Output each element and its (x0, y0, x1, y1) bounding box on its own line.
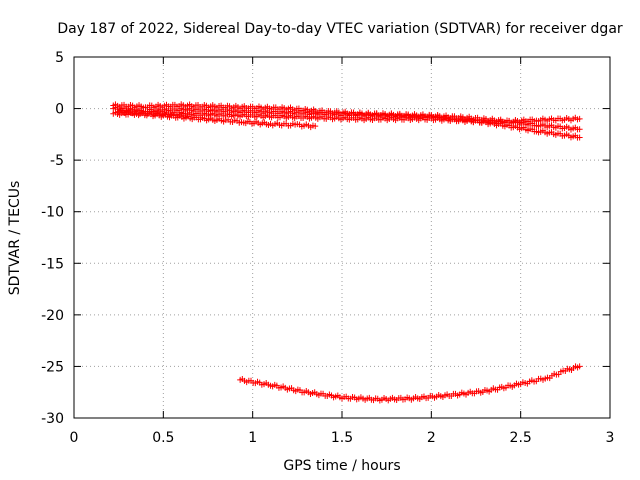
data-point (312, 123, 319, 130)
y-axis-label: SDTVAR / TECUs (7, 181, 23, 296)
y-tick-label: -30 (41, 411, 64, 427)
y-tick-label: -5 (50, 153, 64, 169)
x-tick-label: 0 (70, 430, 79, 446)
x-tick-label: 3 (606, 430, 615, 446)
data-point (576, 134, 583, 141)
x-tick-label: 2 (427, 430, 436, 446)
data-point (576, 126, 583, 133)
x-tick-label: 1 (248, 430, 257, 446)
y-tick-label: 5 (55, 50, 64, 66)
chart-title: Day 187 of 2022, Sidereal Day-to-day VTE… (57, 21, 623, 37)
x-axis-ticks: 0 0.5 1 1.5 2 2.5 3 (70, 57, 615, 446)
x-tick-label: 1.5 (331, 430, 353, 446)
series-arc-2 (110, 101, 583, 133)
data-point (576, 363, 583, 370)
y-tick-label: -25 (41, 359, 64, 375)
series-arc-4 (115, 107, 583, 127)
y-tick-label: -15 (41, 256, 64, 272)
y-tick-label: -10 (41, 205, 64, 221)
data-point (576, 115, 583, 122)
y-tick-label: -20 (41, 308, 64, 324)
x-axis-label: GPS time / hours (283, 458, 400, 474)
y-axis-ticks: 5 0 -5 -10 -15 -20 -25 -30 (41, 50, 610, 427)
x-tick-label: 2.5 (510, 430, 532, 446)
series-arc-5 (237, 363, 583, 404)
x-tick-label: 0.5 (152, 430, 174, 446)
y-tick-label: 0 (55, 102, 64, 118)
data-points (110, 101, 583, 404)
